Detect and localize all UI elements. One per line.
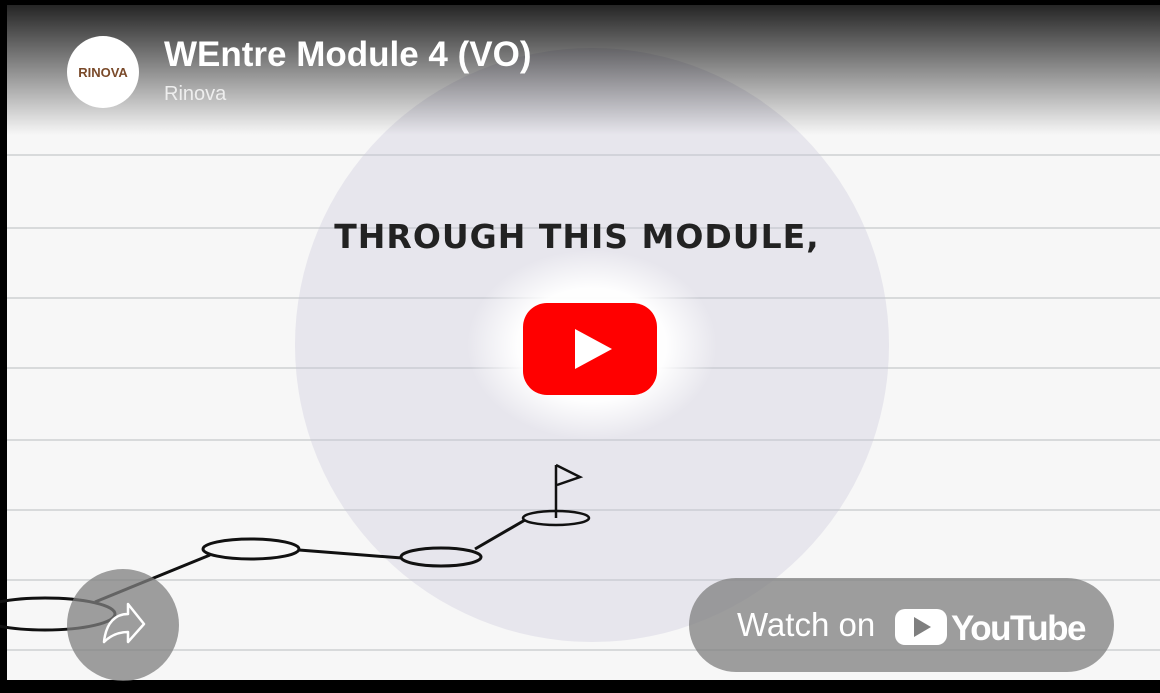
logo-text[interactable]: RINOVA: [78, 65, 128, 80]
share-icon[interactable]: [102, 602, 146, 644]
play-icon[interactable]: [575, 329, 612, 369]
watch-prefix[interactable]: Watch on: [737, 606, 875, 643]
play-button[interactable]: [523, 303, 657, 395]
watch-on-youtube[interactable]: Watch on YouTube: [689, 578, 1114, 672]
channel-name[interactable]: Rinova: [164, 83, 227, 105]
top-gradient: [7, 5, 1160, 135]
share-button[interactable]: [67, 569, 179, 681]
channel-logo[interactable]: RINOVA: [67, 36, 139, 108]
path-drawing: [0, 463, 591, 632]
logo-circle[interactable]: [67, 36, 139, 108]
watch-brand[interactable]: YouTube: [951, 609, 1088, 648]
video-title[interactable]: WEntre Module 4 (VO): [164, 35, 532, 74]
video-frame: THROUGH THIS MODULE, RINOVA WEntre Modul…: [0, 5, 1160, 681]
share-bg[interactable]: [67, 569, 179, 681]
video-caption: THROUGH THIS MODULE,: [334, 217, 819, 256]
yt-logo-icon[interactable]: [914, 617, 931, 637]
